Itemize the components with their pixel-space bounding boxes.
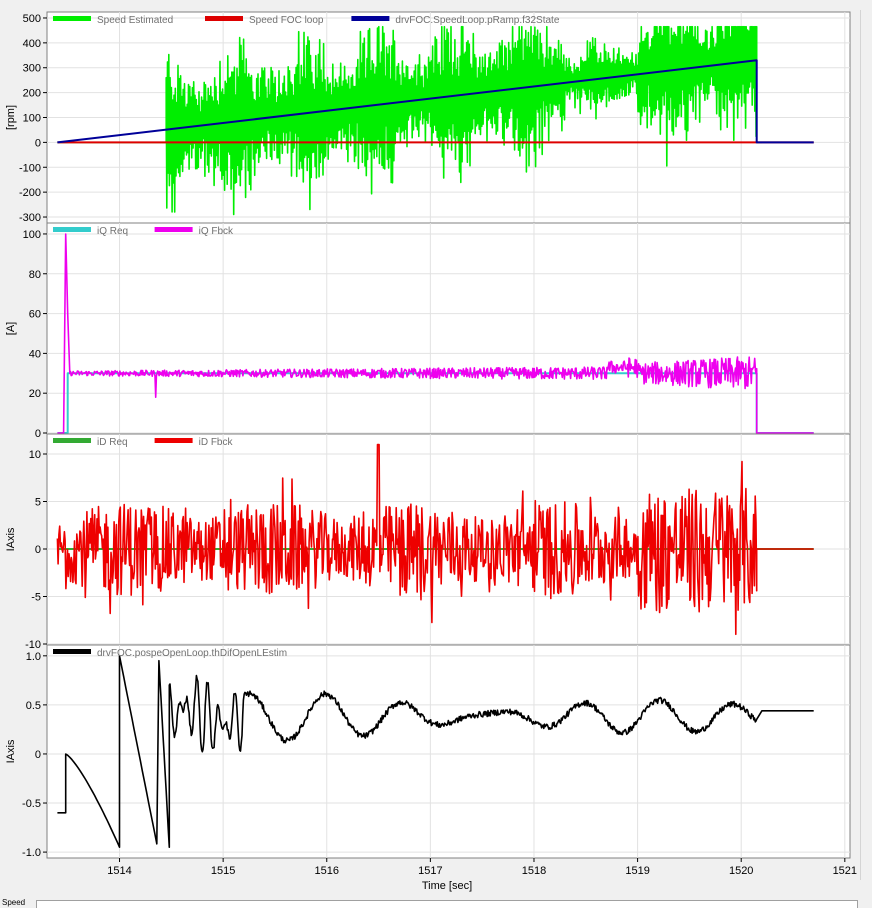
legend-entry: iD Fbck xyxy=(199,437,234,448)
series-group xyxy=(57,655,814,848)
x-tick-label: 1514 xyxy=(107,865,131,877)
legend-entry: drvFOC.pospeOpenLoop.thDifOpenLEstim xyxy=(97,648,287,659)
y-tick-label: 100 xyxy=(23,229,41,241)
panel-frame xyxy=(46,222,851,435)
y-tick-label: 100 xyxy=(23,113,41,125)
y-tick-label: 1.0 xyxy=(26,651,41,663)
series-line-drvfoc-speedloop-pramp-f32state xyxy=(57,59,814,144)
x-tick-label: 1518 xyxy=(522,865,546,877)
series-line-speed-estimated xyxy=(57,25,762,216)
y-tick-label: -0.5 xyxy=(22,798,41,810)
series-line-drvfoc-pospeopenloop-thdifopenlestim xyxy=(57,655,814,848)
y-axis-label: IAxis xyxy=(5,527,17,551)
y-tick-label: -300 xyxy=(19,212,41,224)
legend-entry: iQ Fbck xyxy=(199,226,234,237)
y-tick-label: -100 xyxy=(19,162,41,174)
y-tick-label: -200 xyxy=(19,187,41,199)
y-tick-label: 500 xyxy=(23,13,41,25)
x-tick-label: 1516 xyxy=(315,865,339,877)
y-axis-label: [rpm] xyxy=(5,105,17,130)
legend-swatch xyxy=(205,16,243,21)
y-tick-label: 0 xyxy=(35,428,41,440)
series-line-iq-fbck xyxy=(57,233,814,434)
y-tick-label: 0.5 xyxy=(26,700,41,712)
y-tick-label: 0 xyxy=(35,544,41,556)
y-tick-label: -10 xyxy=(25,639,41,651)
y-tick-label: 5 xyxy=(35,497,41,509)
legend-swatch xyxy=(154,438,193,443)
y-tick-label: 0 xyxy=(35,137,41,149)
x-tick-label: 1521 xyxy=(833,865,857,877)
x-tick-label: 1517 xyxy=(418,865,442,877)
legend-entry: Speed FOC loop xyxy=(249,15,324,26)
x-tick-label: 1515 xyxy=(211,865,235,877)
y-tick-label: 0 xyxy=(35,749,41,761)
bottom-tab-label: Speed xyxy=(2,898,26,907)
legend-entry: iD Req xyxy=(97,437,128,448)
panel-1: -300 -200 -100 0 100 200 300 400 500 [rpm] Speed E… xyxy=(5,11,851,224)
x-tick-label: 1519 xyxy=(625,865,649,877)
x-axis: 1514 1515 1516 1517 1518 1519 1520 1521 xyxy=(107,858,857,877)
vertical-scrollbar[interactable] xyxy=(860,10,872,880)
y-tick-label: 300 xyxy=(23,63,41,75)
legend-swatch xyxy=(53,438,91,443)
legend-swatch xyxy=(154,227,193,232)
legend-swatch xyxy=(351,16,390,21)
legend-entry: Speed Estimated xyxy=(97,15,173,26)
y-tick-label: 80 xyxy=(29,269,41,281)
y-tick-label: 60 xyxy=(29,309,41,321)
x-tick-label: 1520 xyxy=(729,865,753,877)
series-group xyxy=(57,233,814,434)
legend-entry: iQ Req xyxy=(97,226,128,237)
y-tick-label: -1.0 xyxy=(22,847,41,859)
legend-swatch xyxy=(53,227,91,232)
series-group xyxy=(56,443,814,636)
legend-entry: drvFOC.SpeedLoop.pRamp.f32State xyxy=(395,15,559,26)
panel-frame xyxy=(46,644,851,859)
y-tick-label: 20 xyxy=(29,388,41,400)
bottom-tab[interactable] xyxy=(36,900,858,908)
series-group xyxy=(57,25,814,216)
legend-swatch xyxy=(53,16,91,21)
legend-swatch xyxy=(53,649,91,654)
panel-4: -1.0 -0.5 0 0.5 1.0 IAxis drvFOC.pospeOpenLoop… xyxy=(5,644,851,859)
y-tick-label: -5 xyxy=(31,592,41,604)
y-tick-label: 400 xyxy=(23,38,41,50)
y-axis-label: IAxis xyxy=(5,739,17,763)
panel-2: 0 20 40 60 80 100 [A] iQ Req iQ Fbck xyxy=(5,222,851,440)
series-line-id-fbck xyxy=(56,443,814,636)
x-axis-label: Time [sec] xyxy=(422,880,472,892)
y-tick-label: 40 xyxy=(29,348,41,360)
y-tick-label: 200 xyxy=(23,88,41,100)
panel-3: -10 -5 0 5 10 IAxis iD Req iD Fbck xyxy=(5,433,851,651)
y-axis-label: [A] xyxy=(5,322,17,335)
y-tick-label: 10 xyxy=(29,449,41,461)
